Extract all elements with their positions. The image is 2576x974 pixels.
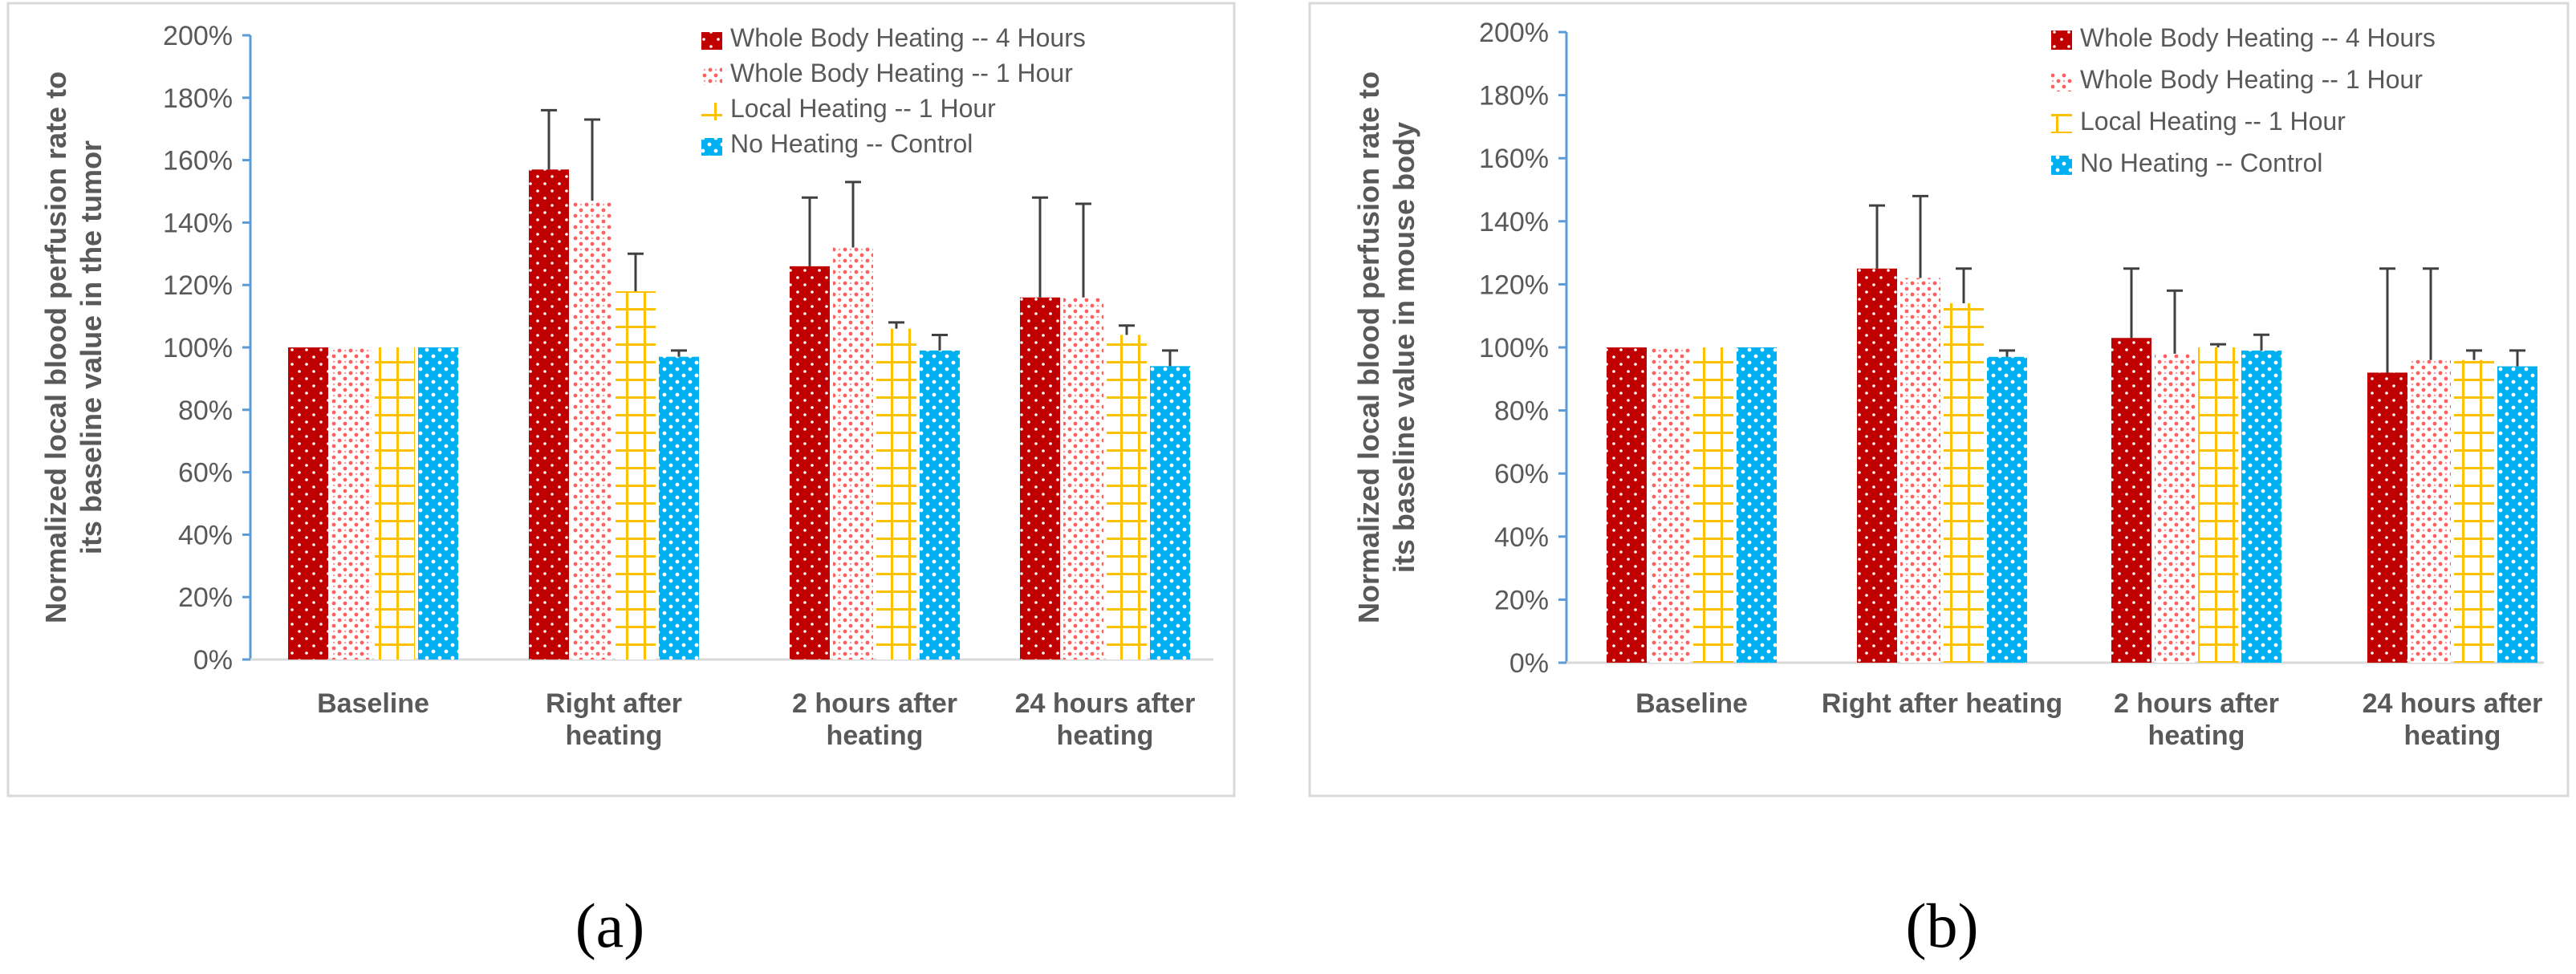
y-tick-label: 180% xyxy=(163,83,233,114)
y-tick-label: 20% xyxy=(1494,585,1549,615)
y-tick-label: 160% xyxy=(1479,144,1549,174)
legend-label: Local Heating -- 1 Hour xyxy=(730,94,996,123)
legend-label: Whole Body Heating -- 4 Hours xyxy=(2080,23,2436,52)
y-axis-label: its baseline value in mouse body xyxy=(1388,122,1420,573)
legend-swatch-control xyxy=(701,138,722,156)
x-category-label: Right after xyxy=(546,688,682,719)
legend-swatch-local xyxy=(2051,114,2072,133)
x-category-label: 24 hours after xyxy=(1015,688,1196,719)
bar-whole4 xyxy=(288,347,328,659)
y-tick-label: 140% xyxy=(1479,207,1549,237)
y-tick-label: 0% xyxy=(1509,648,1549,679)
x-category-label: Right after heating xyxy=(1822,688,2062,719)
x-category-label: heating xyxy=(827,720,924,751)
legend-swatch-whole1 xyxy=(2051,72,2072,91)
legend-swatch-whole4 xyxy=(2051,30,2072,50)
bar-whole4 xyxy=(1607,347,1647,663)
y-tick-label: 100% xyxy=(163,333,233,363)
x-category-label: heating xyxy=(2148,720,2245,751)
bar-whole4 xyxy=(2111,338,2151,663)
bar-control xyxy=(418,347,458,659)
panel-label-a: (a) xyxy=(575,891,645,960)
y-tick-label: 60% xyxy=(178,458,233,489)
bar-control xyxy=(1737,347,1777,663)
x-category-label: heating xyxy=(2404,720,2501,751)
legend-swatch-whole1 xyxy=(701,67,722,85)
bar-local xyxy=(2198,347,2238,663)
bar-local xyxy=(1944,302,1984,663)
y-tick-label: 180% xyxy=(1479,81,1549,112)
bar-whole1 xyxy=(331,347,372,659)
y-tick-label: 160% xyxy=(163,146,233,177)
legend-label: No Heating -- Control xyxy=(730,129,973,158)
x-category-label: 2 hours after xyxy=(792,688,957,719)
legend-label: Whole Body Heating -- 4 Hours xyxy=(730,23,1086,52)
x-category-label: 24 hours after xyxy=(2363,688,2543,719)
bar-local xyxy=(876,328,916,659)
legend-label: Whole Body Heating -- 1 Hour xyxy=(2080,65,2423,94)
bar-control xyxy=(1987,356,2027,663)
bar-control xyxy=(1150,366,1190,659)
bar-control xyxy=(2241,350,2281,663)
bar-whole1 xyxy=(572,201,612,660)
y-axis-label: Normalized local blood perfusion rate to xyxy=(39,71,72,623)
panel-label-b: (b) xyxy=(1906,891,1979,960)
y-tick-label: 80% xyxy=(178,396,233,426)
bar-whole1 xyxy=(1650,347,1690,663)
y-tick-label: 0% xyxy=(193,645,233,676)
bar-whole4 xyxy=(790,266,830,659)
legend-label: Local Heating -- 1 Hour xyxy=(2080,107,2346,136)
y-tick-label: 200% xyxy=(163,21,233,51)
bar-local xyxy=(1107,335,1147,659)
bar-control xyxy=(659,356,699,659)
x-category-label: Baseline xyxy=(317,688,429,719)
bar-control xyxy=(920,350,960,659)
chart-panel-b: 0% 20% 40% 60% 80% 100% 120% 140% 160% 180% 200% No… xyxy=(1352,18,2544,751)
bar-local xyxy=(375,347,415,659)
legend-swatch-control xyxy=(2051,156,2072,175)
bar-whole1 xyxy=(2155,353,2195,663)
bar-whole4 xyxy=(1857,268,1897,663)
y-axis-label: its baseline value in the tumor xyxy=(75,140,108,554)
y-tick-label: 120% xyxy=(163,270,233,301)
y-tick-label: 120% xyxy=(1479,270,1549,300)
bar-whole1 xyxy=(2411,359,2451,663)
legend-label: Whole Body Heating -- 1 Hour xyxy=(730,59,1073,87)
y-tick-label: 40% xyxy=(178,520,233,550)
legend-swatch-local xyxy=(701,103,722,120)
legend-label: No Heating -- Control xyxy=(2080,148,2322,177)
bar-control xyxy=(2497,366,2537,663)
x-category-label: heating xyxy=(1057,720,1154,751)
y-tick-label: 140% xyxy=(163,208,233,238)
x-category-label: heating xyxy=(566,720,663,751)
bar-local xyxy=(616,290,656,659)
y-tick-label: 20% xyxy=(178,582,233,613)
y-axis-label: Normalized local blood perfusion rate to xyxy=(1352,71,1385,623)
bar-local xyxy=(2454,359,2494,663)
y-tick-label: 100% xyxy=(1479,333,1549,363)
y-tick-label: 60% xyxy=(1494,459,1549,489)
bar-whole4 xyxy=(529,169,569,659)
legend-swatch-whole4 xyxy=(701,32,722,50)
bar-whole4 xyxy=(1020,297,1060,659)
y-tick-label: 80% xyxy=(1494,396,1549,427)
bar-whole1 xyxy=(1063,297,1103,659)
bar-local xyxy=(1693,347,1733,663)
x-category-label: Baseline xyxy=(1635,688,1748,719)
x-category-label: 2 hours after xyxy=(2114,688,2279,719)
bar-whole1 xyxy=(1900,278,1940,663)
bar-whole1 xyxy=(833,247,873,659)
y-tick-label: 40% xyxy=(1494,522,1549,553)
y-tick-label: 200% xyxy=(1479,18,1549,48)
bar-whole4 xyxy=(2367,372,2407,663)
chart-panel-a: 0% 20% 40% 60% 80% 100% 120% 140% 160% 180% 200% No… xyxy=(39,21,1213,751)
